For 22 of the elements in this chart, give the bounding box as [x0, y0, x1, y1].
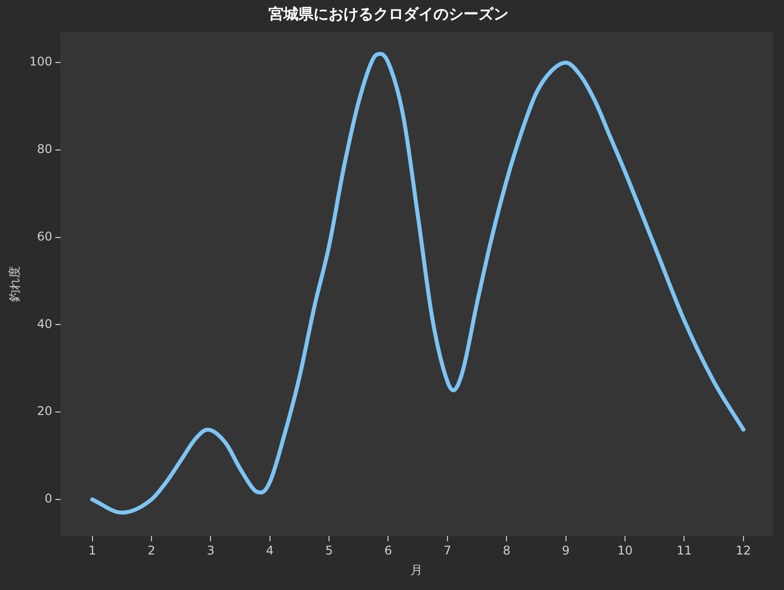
y-tick-label: 40: [37, 316, 52, 331]
y-tick-label: 0: [44, 492, 52, 506]
x-tick-label: 9: [562, 544, 570, 558]
x-tick-label: 8: [502, 544, 510, 558]
x-axis-title: 月: [410, 562, 423, 577]
x-tick-label: 12: [736, 544, 752, 558]
x-tick-label: 6: [384, 544, 392, 558]
line-series: [90, 52, 746, 515]
x-tick-label: 5: [325, 544, 333, 558]
x-tick-label: 4: [266, 544, 274, 558]
x-tick-label: 10: [617, 544, 633, 558]
x-tick-label: 7: [444, 544, 452, 558]
y-tick-label: 60: [37, 229, 52, 244]
y-tick-label: 20: [37, 404, 52, 418]
x-tick-label: 3: [206, 544, 214, 558]
chart-title: 宮城県におけるクロダイのシーズン: [268, 4, 508, 23]
y-tick-label: 80: [37, 142, 52, 156]
y-tick-label: 100: [29, 54, 52, 69]
y-axis-title: 釣れ度: [7, 266, 22, 302]
x-tick-label: 11: [676, 544, 692, 558]
x-tick-label: 2: [148, 544, 156, 558]
x-tick-label: 1: [88, 544, 96, 558]
